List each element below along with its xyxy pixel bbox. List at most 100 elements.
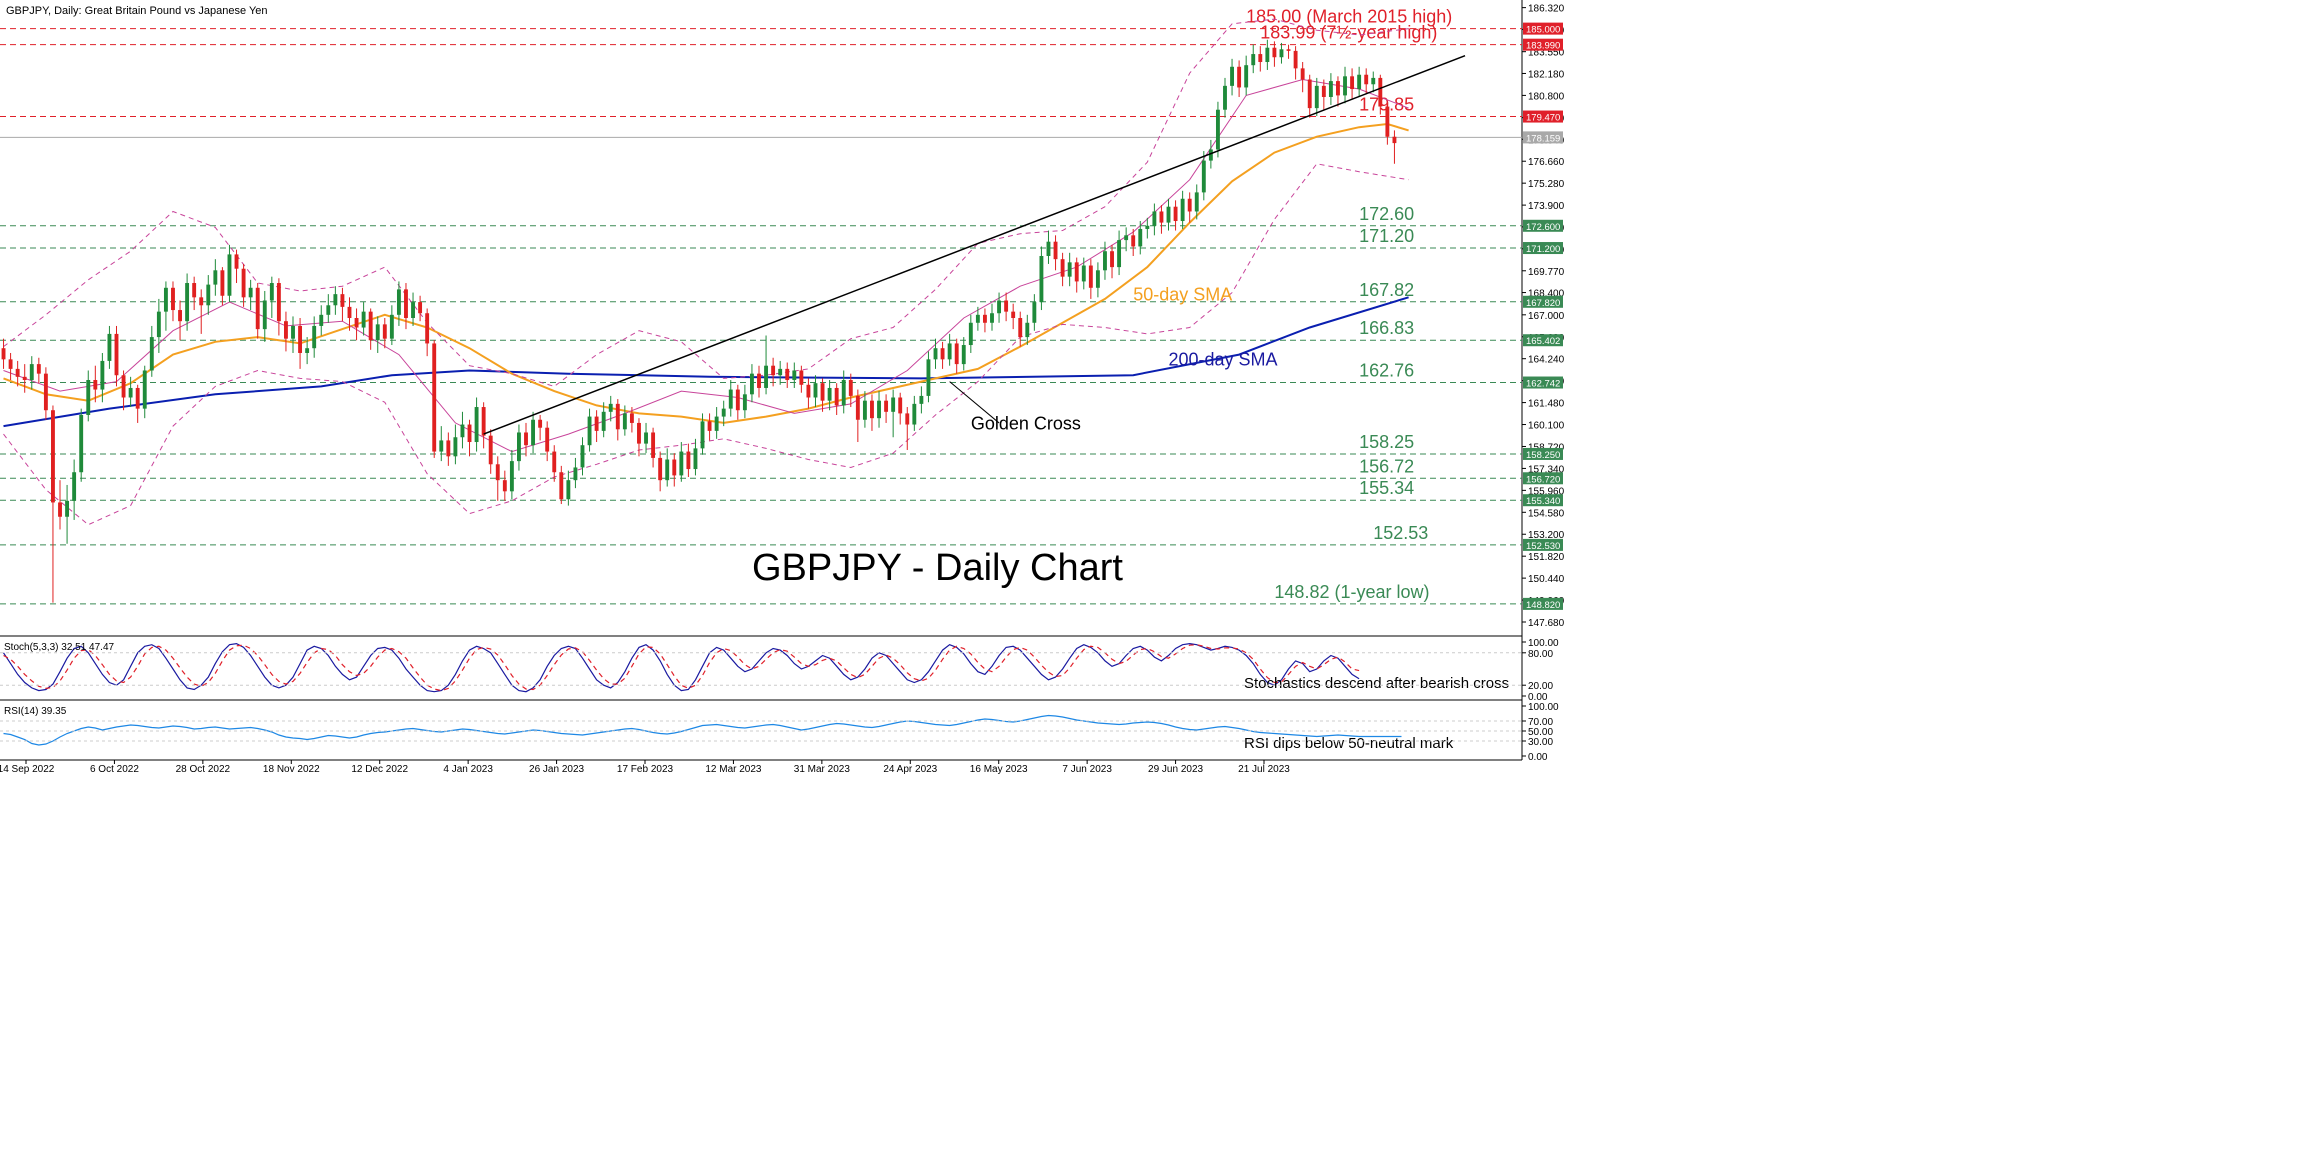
- level-label: 171.20: [1359, 226, 1414, 246]
- candle-body: [121, 375, 126, 398]
- candle-body: [615, 403, 620, 430]
- candle-body: [114, 333, 119, 376]
- candle-body: [841, 380, 846, 406]
- candle-body: [1145, 225, 1150, 229]
- candle-body: [354, 318, 359, 328]
- candle-body: [1385, 106, 1390, 137]
- level-tag-text: 179.470: [1526, 113, 1560, 124]
- candle: [1215, 101, 1220, 158]
- candle: [439, 426, 444, 462]
- candle: [608, 395, 613, 422]
- level-tag: 185.000: [1523, 22, 1563, 36]
- candle: [1230, 58, 1234, 96]
- candle-body: [495, 464, 500, 481]
- level-tag: 155.340: [1523, 494, 1563, 507]
- candle: [446, 432, 451, 466]
- candle: [481, 402, 486, 449]
- rsi-rsi-line: [3, 714, 1402, 746]
- candle: [149, 325, 154, 377]
- candle-body: [213, 270, 218, 285]
- candle: [884, 394, 889, 423]
- stoch-tick-label: 0.00: [1528, 692, 1548, 703]
- candle-body: [1004, 300, 1009, 312]
- candle-body: [905, 413, 910, 425]
- candle-body: [382, 324, 387, 339]
- candle-body: [820, 383, 825, 401]
- 200-day-sma-line: [3, 296, 1409, 428]
- trendline: [483, 54, 1466, 435]
- candle: [305, 337, 310, 365]
- candle: [1124, 227, 1129, 252]
- y-tick-label: 176.660: [1528, 157, 1565, 168]
- candle: [1272, 41, 1277, 67]
- candle-body: [785, 368, 790, 381]
- candle-body: [178, 310, 182, 322]
- candle: [418, 295, 423, 322]
- candle-body: [877, 400, 881, 419]
- candle: [877, 391, 881, 428]
- candle: [1173, 200, 1178, 231]
- candle-body: [1300, 68, 1305, 80]
- candle: [961, 337, 966, 371]
- y-tick-label: 157.340: [1528, 464, 1565, 475]
- candle-body: [947, 343, 952, 360]
- candle-body: [968, 322, 973, 346]
- candle: [559, 465, 564, 505]
- symbol-label: GBPJPY, Daily: Great Britain Pound vs Ja…: [6, 5, 268, 17]
- candle-body: [594, 416, 599, 431]
- stoch-tick-label: 20.00: [1528, 681, 1553, 692]
- candle-body: [1258, 54, 1263, 63]
- candle-body: [425, 313, 430, 344]
- candle-body: [1314, 85, 1319, 109]
- level-tag-box: [1523, 447, 1563, 460]
- candle: [467, 419, 472, 457]
- candle-body: [679, 451, 684, 476]
- candle: [396, 281, 401, 326]
- x-tick-label: 31 Mar 2023: [794, 764, 851, 775]
- candle: [1286, 44, 1291, 59]
- annotation-label: Golden Cross: [971, 413, 1081, 433]
- candle: [792, 362, 797, 388]
- candle: [474, 397, 479, 452]
- candle: [841, 370, 846, 414]
- candle: [1110, 244, 1114, 279]
- candle: [347, 297, 352, 331]
- x-tick-label: 14 Sep 2022: [0, 764, 55, 775]
- candle: [552, 445, 557, 482]
- y-tick-label: 169.770: [1528, 267, 1565, 278]
- candle-body: [488, 435, 493, 465]
- candle: [1343, 66, 1347, 104]
- candle: [1237, 60, 1242, 97]
- candle-body: [199, 297, 204, 306]
- candle-body: [686, 451, 691, 470]
- candle: [679, 442, 684, 482]
- candle-body: [142, 370, 147, 409]
- level-tag-box: [1523, 376, 1563, 389]
- candle-body: [531, 419, 536, 446]
- candle-body: [792, 370, 797, 381]
- candle: [1067, 252, 1072, 287]
- candle-body: [552, 451, 557, 473]
- candle-body: [481, 407, 486, 436]
- candle: [291, 316, 295, 353]
- candle-body: [1392, 136, 1397, 144]
- candle-body: [1180, 198, 1185, 222]
- candle: [629, 407, 634, 433]
- candle-body: [333, 294, 338, 306]
- candle-body: [1025, 322, 1030, 338]
- level-tag: 171.200: [1523, 242, 1563, 255]
- candle-body: [411, 302, 415, 318]
- rsi-indicator-label: RSI(14) 39.35: [4, 706, 67, 717]
- candle: [1201, 151, 1206, 201]
- candle: [749, 364, 754, 403]
- candle: [1251, 44, 1256, 74]
- candle: [404, 283, 408, 330]
- candle-body: [884, 400, 889, 412]
- y-tick-label: 151.820: [1528, 552, 1565, 563]
- candle-body: [1173, 206, 1178, 222]
- candle: [227, 244, 232, 303]
- candle: [940, 341, 945, 369]
- candle-body: [954, 343, 959, 365]
- candle: [594, 410, 599, 443]
